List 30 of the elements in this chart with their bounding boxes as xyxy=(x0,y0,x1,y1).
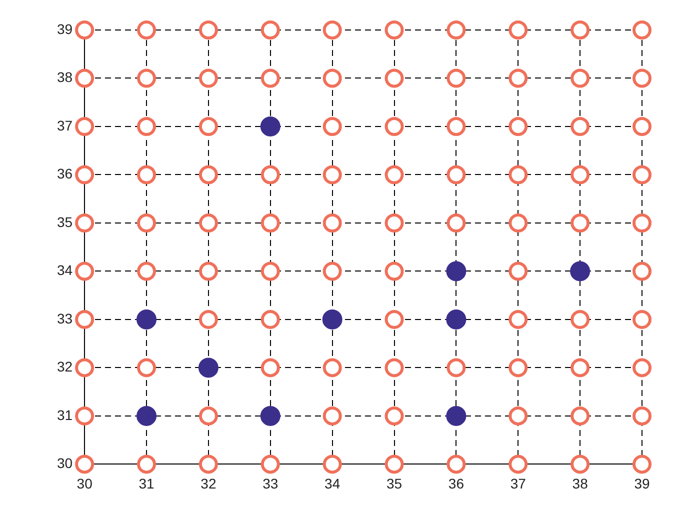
point xyxy=(446,406,466,426)
x-tick-label: 30 xyxy=(76,475,93,492)
y-tick-label: 37 xyxy=(56,117,73,134)
y-tick-label: 31 xyxy=(56,406,73,423)
point xyxy=(570,261,590,282)
y-tick-label: 38 xyxy=(56,69,73,86)
y-tick-label: 36 xyxy=(56,166,73,182)
x-tick-label: 33 xyxy=(262,475,278,492)
y-tick-label: 33 xyxy=(56,310,73,326)
point xyxy=(446,261,466,282)
x-tick-label: 31 xyxy=(138,475,155,492)
y-tick-label: 30 xyxy=(56,455,73,472)
x-tick-label: 32 xyxy=(200,475,216,492)
y-tick-label: 39 xyxy=(56,20,73,37)
y-tick-label: 34 xyxy=(56,262,73,278)
point xyxy=(198,358,218,378)
point xyxy=(446,309,466,330)
y-tick-label: 35 xyxy=(56,214,73,230)
point xyxy=(136,406,157,426)
point xyxy=(136,309,157,330)
x-tick-label: 38 xyxy=(572,475,588,492)
point xyxy=(260,116,280,136)
x-tick-label: 34 xyxy=(324,475,340,492)
x-tick-label: 39 xyxy=(634,475,650,492)
point xyxy=(322,309,342,330)
x-tick-label: 37 xyxy=(510,475,526,492)
point xyxy=(260,406,280,426)
x-tick-label: 36 xyxy=(448,475,464,492)
y-tick-label: 32 xyxy=(56,358,73,375)
x-tick-label: 35 xyxy=(386,475,402,492)
